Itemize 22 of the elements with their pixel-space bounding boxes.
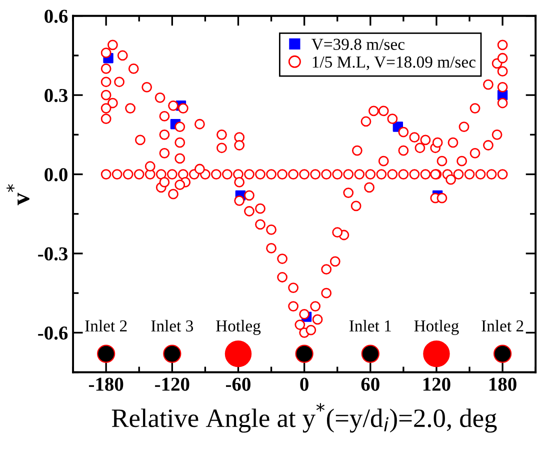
x-tick-label: 180 xyxy=(490,378,516,391)
annotation: Hotleg xyxy=(216,320,261,335)
x-tick-label: 60 xyxy=(361,378,380,391)
legend-label: V=39.8 m/sec xyxy=(312,38,404,50)
y-axis-title: v$^{*}$ xyxy=(6,184,30,206)
y-tick-label: 0.6 xyxy=(44,10,68,23)
x-tick-label: -60 xyxy=(226,378,250,391)
annotation: Inlet 1 xyxy=(349,320,391,332)
x-axis-title: Relative Angle at y$^{*}$(=y/d$_{i}$)=2.0, deg xyxy=(112,403,497,433)
y-tick-label: 0.0 xyxy=(44,168,68,182)
annotation: Inlet 3 xyxy=(151,320,194,332)
y-tick-label: -0.3 xyxy=(38,247,68,261)
annotation: Inlet 2 xyxy=(85,320,127,332)
annotation: Inlet 2 xyxy=(482,320,524,332)
x-tick-label: 0 xyxy=(300,378,308,391)
annotation: Hotleg xyxy=(414,320,459,335)
y-tick-label: -0.6 xyxy=(38,326,68,340)
x-tick-label: 120 xyxy=(423,378,450,391)
x-tick-label: -120 xyxy=(155,378,190,391)
legend-label: 1/5 M.L, V=18.09 m/sec xyxy=(312,56,476,70)
x-tick-label: -180 xyxy=(88,378,124,391)
y-tick-label: 0.3 xyxy=(44,88,68,102)
